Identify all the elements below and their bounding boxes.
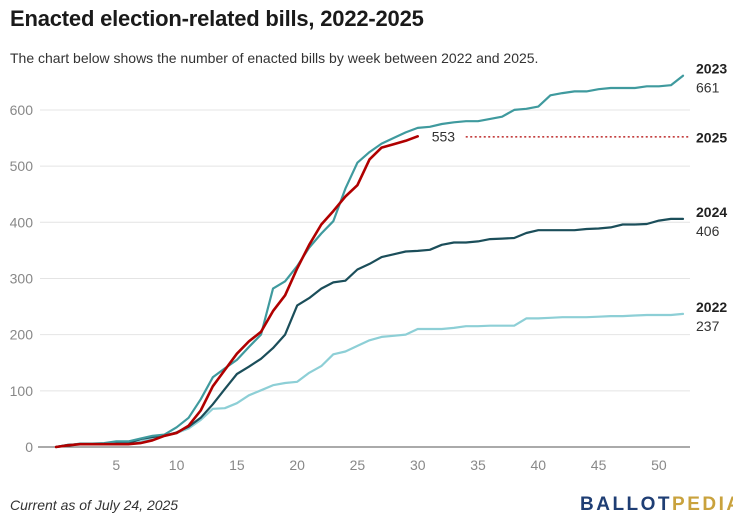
y-tick-label: 600 xyxy=(10,102,34,118)
footer-note: Current as of July 24, 2025 xyxy=(10,497,179,513)
logo-part-ballot: BALLOT xyxy=(580,494,673,515)
x-tick-label: 30 xyxy=(410,457,426,473)
x-tick-label: 5 xyxy=(112,457,120,473)
end-value-label: 237 xyxy=(696,318,720,334)
end-value-label: 661 xyxy=(696,80,720,96)
series-line-2024 xyxy=(54,217,685,449)
x-tick-label: 40 xyxy=(531,457,547,473)
x-tick-label: 45 xyxy=(591,457,607,473)
y-tick-label: 200 xyxy=(10,327,34,343)
logo-part-pedia: PEDIA xyxy=(672,494,733,515)
y-tick-label: 0 xyxy=(25,439,33,455)
chart-subtitle: The chart below shows the number of enac… xyxy=(10,50,539,66)
series-name-label: 2022 xyxy=(696,299,727,315)
y-tick-label: 300 xyxy=(10,270,34,286)
y-tick-label: 500 xyxy=(10,158,34,174)
x-tick-label: 20 xyxy=(289,457,305,473)
end-value-label: 553 xyxy=(432,128,456,144)
series-line-2023 xyxy=(54,74,685,449)
x-tick-label: 35 xyxy=(470,457,486,473)
y-tick-label: 400 xyxy=(10,214,34,230)
series-line-2025 xyxy=(54,135,420,449)
series-name-label: 2023 xyxy=(696,61,727,77)
chart-title: Enacted election-related bills, 2022-202… xyxy=(10,6,424,31)
series-name-label: 2025 xyxy=(696,129,727,145)
x-tick-label: 25 xyxy=(350,457,366,473)
x-tick-label: 10 xyxy=(169,457,185,473)
x-tick-label: 50 xyxy=(651,457,667,473)
series-line-2022 xyxy=(54,312,685,449)
end-value-label: 406 xyxy=(696,223,720,239)
series-name-label: 2024 xyxy=(696,204,727,220)
ballotpedia-logo[interactable]: BALLOTPEDIA xyxy=(580,494,733,516)
x-tick-label: 15 xyxy=(229,457,245,473)
y-tick-label: 100 xyxy=(10,383,34,399)
